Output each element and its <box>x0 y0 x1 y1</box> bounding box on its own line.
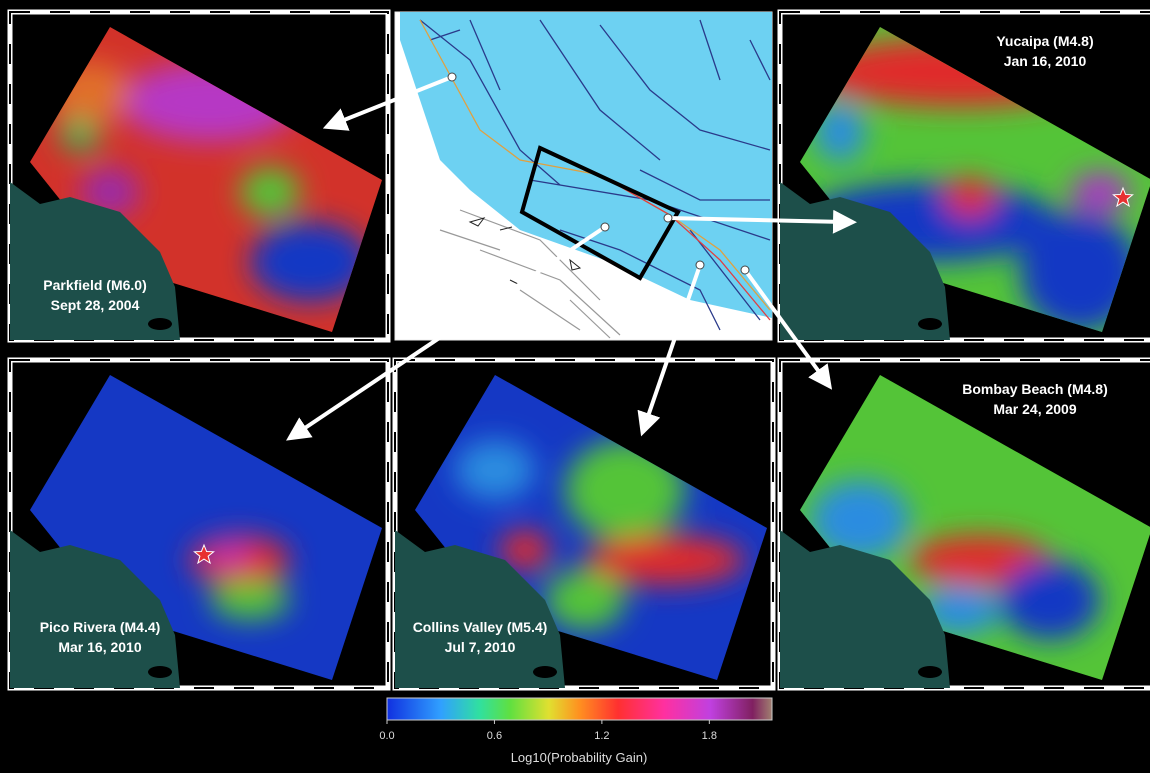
island <box>148 666 172 678</box>
colorbar-tick-label: 0.6 <box>487 730 502 742</box>
panel-title: Collins Valley (M5.4) <box>413 619 548 635</box>
map-panel: Bombay Beach (M4.8) Mar 24, 2009 <box>780 360 1150 688</box>
colorbar-ramp <box>387 698 772 720</box>
panel-title: Yucaipa (M4.8) <box>996 33 1093 49</box>
island <box>533 666 557 678</box>
island <box>148 318 172 330</box>
panel-title: Pico Rivera (M4.4) <box>40 619 161 635</box>
panel-date: Sept 28, 2004 <box>51 297 140 313</box>
panel-title: Parkfield (M6.0) <box>43 277 146 293</box>
island <box>918 318 942 330</box>
colorbar-tick-label: 1.8 <box>702 730 717 742</box>
map-panel: Collins Valley (M5.4) Jul 7, 2010 <box>395 360 773 688</box>
figure: Parkfield (M6.0) Sept 28, 2004 Yucaipa (M4… <box>0 0 1150 773</box>
panel-date: Jul 7, 2010 <box>445 639 516 655</box>
island <box>918 666 942 678</box>
panel-title: Bombay Beach (M4.8) <box>962 381 1107 397</box>
colorbar-label: Log10(Probability Gain) <box>511 750 648 765</box>
map-panel: Yucaipa (M4.8) Jan 16, 2010 <box>780 12 1150 340</box>
panel-date: Mar 24, 2009 <box>993 401 1076 417</box>
panel-date: Mar 16, 2010 <box>58 639 141 655</box>
panel-date: Jan 16, 2010 <box>1004 53 1087 69</box>
index-map <box>395 12 772 340</box>
colorbar-tick-label: 0.0 <box>379 730 394 742</box>
map-panel: Parkfield (M6.0) Sept 28, 2004 <box>10 12 388 340</box>
colorbar-tick-label: 1.2 <box>594 730 609 742</box>
